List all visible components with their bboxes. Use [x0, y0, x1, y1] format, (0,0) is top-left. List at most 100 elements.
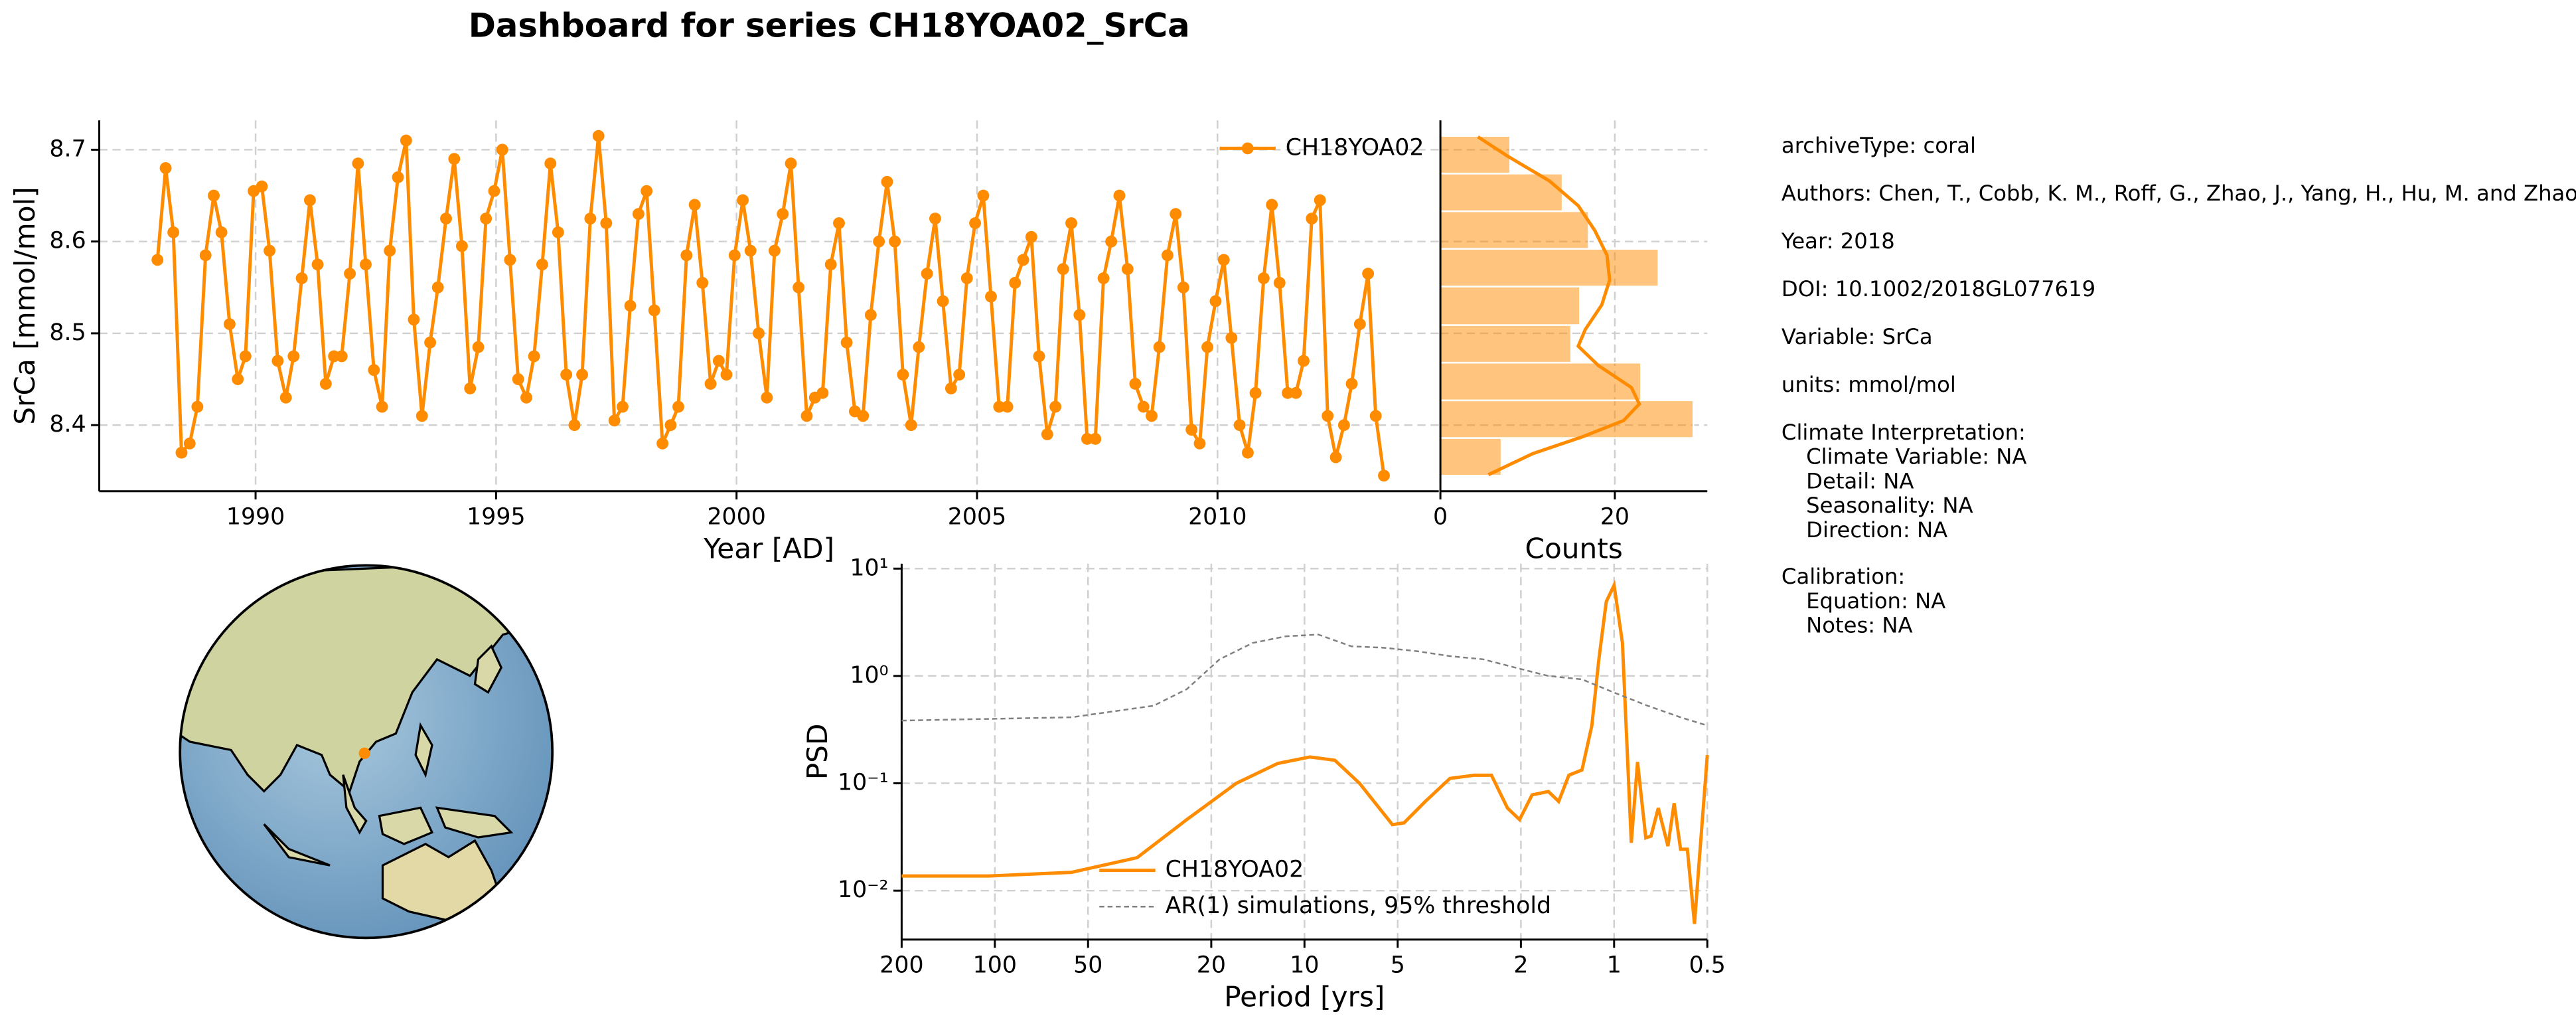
data-point — [945, 382, 957, 394]
data-point — [191, 400, 204, 413]
data-point — [159, 162, 172, 175]
data-point — [232, 373, 244, 385]
data-point — [864, 309, 877, 321]
data-point — [840, 336, 853, 349]
data-point — [480, 213, 492, 225]
x-tick-label: 20 — [1600, 503, 1629, 530]
histogram-bar — [1439, 399, 1695, 439]
data-point — [520, 391, 532, 404]
data-point — [993, 400, 1006, 413]
data-point — [921, 268, 933, 280]
data-point — [352, 157, 364, 170]
histogram-bar — [1439, 361, 1642, 402]
data-point — [376, 400, 388, 413]
data-point — [1153, 341, 1166, 353]
data-point — [1137, 400, 1150, 413]
data-point — [696, 276, 709, 289]
metadata-line: Variable: SrCa — [1781, 324, 1933, 349]
data-point — [151, 254, 164, 266]
data-point — [472, 341, 485, 353]
metadata-item: Equation: NA — [1806, 588, 1945, 614]
data-point — [592, 129, 605, 142]
data-point — [632, 208, 644, 220]
data-point — [528, 350, 540, 363]
data-point — [1345, 378, 1358, 390]
data-point — [672, 400, 684, 413]
data-point — [1217, 254, 1230, 266]
legend-label: CH18YOA02 — [1286, 134, 1424, 161]
data-point — [824, 258, 837, 271]
data-point — [416, 410, 428, 422]
x-tick-label: 2000 — [707, 503, 765, 530]
data-point — [1329, 451, 1342, 464]
data-point — [1225, 331, 1238, 344]
data-point — [183, 437, 196, 450]
data-point — [977, 189, 990, 202]
data-point — [1378, 469, 1390, 482]
metadata-line: units: mmol/mol — [1781, 372, 1956, 397]
metadata-item: Climate Variable: NA — [1806, 444, 2026, 469]
data-point — [688, 199, 701, 211]
data-point — [1209, 295, 1222, 307]
x-tick-label: 0.5 — [1689, 952, 1726, 979]
data-point — [1162, 249, 1174, 262]
data-point — [319, 378, 332, 390]
series-line — [901, 634, 1708, 726]
metadata-line: DOI: 10.1002/2018GL077619 — [1781, 276, 2095, 301]
data-point — [335, 350, 348, 363]
data-point — [1290, 386, 1302, 399]
data-point — [279, 391, 292, 404]
data-point — [929, 213, 941, 225]
data-point — [360, 258, 372, 271]
data-point — [440, 213, 452, 225]
data-point — [800, 410, 813, 422]
site-marker — [358, 747, 370, 760]
histogram-bar — [1439, 135, 1511, 175]
x-tick-label: 50 — [1073, 952, 1102, 979]
data-point — [897, 369, 909, 381]
metadata-item: Direction: NA — [1806, 517, 1947, 543]
x-tick-label: 200 — [879, 952, 923, 979]
data-point — [544, 157, 557, 170]
data-point — [953, 369, 966, 381]
land — [180, 565, 553, 924]
data-point — [777, 208, 789, 220]
data-point — [1033, 350, 1045, 363]
data-point — [1273, 276, 1286, 289]
legend-marker — [1241, 142, 1254, 155]
data-point — [455, 240, 468, 252]
data-point — [753, 327, 765, 339]
data-point — [816, 386, 829, 399]
y-tick-label: 8.5 — [49, 319, 86, 346]
data-point — [287, 350, 300, 363]
data-point — [1177, 281, 1189, 294]
data-point — [1170, 208, 1182, 220]
histogram-bar — [1439, 437, 1503, 477]
data-point — [295, 272, 308, 284]
data-point — [512, 373, 524, 385]
y-tick-label: 8.7 — [49, 135, 86, 162]
data-point — [1242, 446, 1254, 459]
series-line — [155, 135, 1386, 476]
x-tick-label: 10 — [1290, 952, 1319, 979]
data-point — [464, 382, 477, 394]
histogram-bar — [1439, 210, 1590, 250]
data-point — [311, 258, 324, 271]
data-point — [1201, 341, 1214, 353]
x-tick-label: 0 — [1433, 503, 1448, 530]
data-point — [271, 355, 284, 367]
x-tick-label: 2005 — [948, 503, 1006, 530]
data-point — [1369, 410, 1382, 422]
data-point — [199, 249, 212, 262]
data-point — [239, 350, 252, 363]
data-point — [167, 226, 180, 238]
y-tick-label: 10⁻¹ — [838, 770, 888, 796]
metadata-heading: Climate Interpretation: — [1781, 420, 2026, 445]
y-tick-label: 8.4 — [49, 411, 86, 438]
metadata-item: Detail: NA — [1806, 468, 1914, 493]
data-point — [400, 134, 412, 147]
data-point — [737, 194, 749, 207]
data-point — [1009, 276, 1022, 289]
data-point — [913, 341, 925, 353]
data-point — [1041, 428, 1053, 440]
